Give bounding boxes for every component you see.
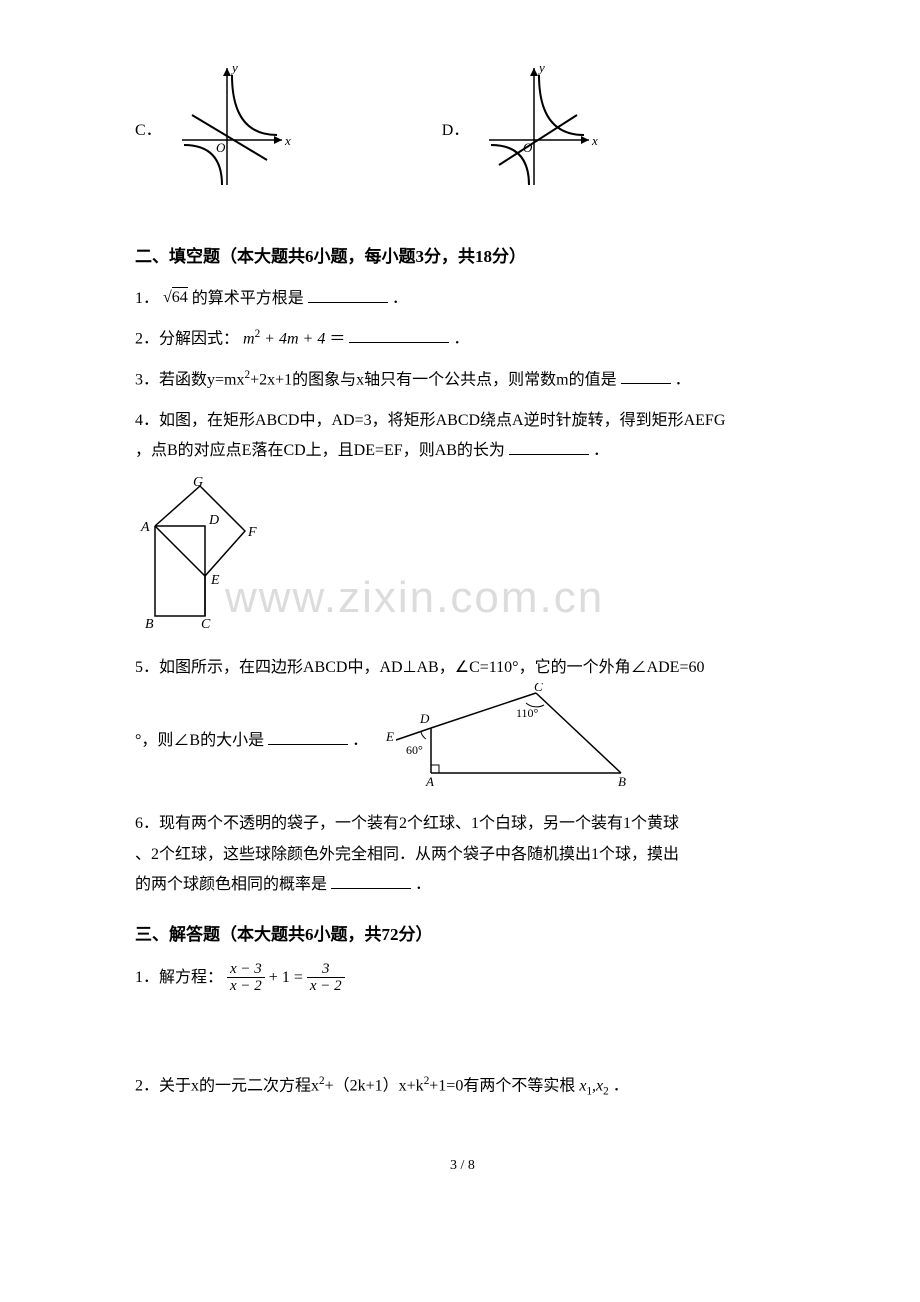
svg-text:D: D bbox=[208, 513, 219, 528]
q2-5-line2: °，则∠B的大小是 bbox=[135, 732, 264, 749]
rect-rotation-figure: G A D F E B C bbox=[135, 476, 280, 631]
svg-text:60°: 60° bbox=[406, 743, 423, 757]
svg-text:E: E bbox=[385, 729, 394, 744]
frac-2: 3 x − 2 bbox=[307, 961, 345, 995]
q2-4-figure: G A D F E B C www.zixin.com.cn bbox=[135, 476, 790, 642]
q3-1-prefix: 1．解方程： bbox=[135, 963, 223, 993]
period: ． bbox=[675, 371, 691, 388]
option-d-label: D． bbox=[442, 116, 470, 146]
q2-6-line3: 的两个球颜色相同的概率是 bbox=[135, 876, 327, 893]
q2-4-line2: ，点B的对应点E落在CD上，且DE=EF，则AB的长为 bbox=[135, 442, 505, 459]
q2-1: 1． √64 的算术平方根是 ． bbox=[135, 284, 790, 314]
svg-text:x: x bbox=[284, 133, 291, 148]
q3-2-tail: +1=0有两个不等实根 bbox=[429, 1077, 579, 1094]
option-c-label: C． bbox=[135, 116, 162, 146]
q2-3-prefix: 3．若函数y=mx bbox=[135, 371, 244, 388]
option-d-graph: x y O bbox=[479, 60, 599, 201]
svg-text:x: x bbox=[591, 133, 598, 148]
watermark: www.zixin.com.cn bbox=[225, 556, 604, 640]
q2-5-line1: 5．如图所示，在四边形ABCD中，AD⊥AB，∠C=110°，它的一个外角∠AD… bbox=[135, 659, 704, 676]
svg-text:D: D bbox=[419, 711, 430, 726]
blank bbox=[509, 439, 589, 455]
period: ． bbox=[613, 1077, 629, 1094]
svg-text:y: y bbox=[537, 60, 545, 75]
q2-1-prefix: 1． bbox=[135, 290, 159, 307]
frac-1: x − 3 x − 2 bbox=[227, 961, 265, 995]
svg-text:B: B bbox=[618, 774, 626, 788]
q2-4-line1: 4．如图，在矩形ABCD中，AD=3，将矩形ABCD绕点A逆时针旋转，得到矩形A… bbox=[135, 412, 725, 429]
q2-6: 6．现有两个不透明的袋子，一个装有2个红球、1个白球，另一个装有1个黄球 、2个… bbox=[135, 809, 790, 900]
q3-2: 2．关于x的一元二次方程x2+（2k+1）x+k2+1=0有两个不等实根 x1,… bbox=[135, 1071, 790, 1103]
q2-5-figure: C 110° D E 60° A B bbox=[376, 683, 636, 799]
svg-text:O: O bbox=[216, 140, 226, 155]
q2-1-sqrt: 64 bbox=[172, 287, 188, 306]
svg-text:110°: 110° bbox=[516, 706, 539, 720]
blank bbox=[308, 287, 388, 303]
option-row: C． x y O D． bbox=[135, 60, 790, 201]
q2-3: 3．若函数y=mx2+2x+1的图象与x轴只有一个公共点，则常数m的值是 ． bbox=[135, 365, 790, 396]
blank bbox=[331, 873, 411, 889]
section-3-heading: 三、解答题（本大题共6小题，共72分） bbox=[135, 919, 790, 951]
svg-text:F: F bbox=[247, 525, 257, 540]
svg-text:C: C bbox=[201, 617, 211, 631]
svg-text:C: C bbox=[534, 683, 543, 694]
option-d: D． x y O bbox=[442, 60, 600, 201]
option-c: C． x y O bbox=[135, 60, 292, 201]
period: ． bbox=[593, 442, 609, 459]
q2-6-line2: 、2个红球，这些球除颜色外完全相同．从两个袋子中各随机摸出1个球，摸出 bbox=[135, 846, 679, 863]
q2-1-text: 的算术平方根是 bbox=[192, 290, 304, 307]
option-c-graph: x y O bbox=[172, 60, 292, 201]
period: ． bbox=[415, 876, 431, 893]
q3-2-mid: +（2k+1）x+k bbox=[325, 1077, 424, 1094]
blank bbox=[268, 729, 348, 745]
q2-5: 5．如图所示，在四边形ABCD中，AD⊥AB，∠C=110°，它的一个外角∠AD… bbox=[135, 653, 790, 800]
period: ． bbox=[453, 330, 469, 347]
q2-4: 4．如图，在矩形ABCD中，AD=3，将矩形ABCD绕点A逆时针旋转，得到矩形A… bbox=[135, 406, 790, 467]
blank bbox=[349, 327, 449, 343]
blank bbox=[621, 368, 671, 384]
q2-2-prefix: 2．分解因式： bbox=[135, 330, 239, 347]
q2-6-line1: 6．现有两个不透明的袋子，一个装有2个红球、1个白球，另一个装有1个黄球 bbox=[135, 815, 679, 832]
svg-text:G: G bbox=[193, 476, 203, 490]
svg-text:A: A bbox=[425, 774, 434, 788]
svg-text:y: y bbox=[230, 60, 238, 75]
section-2-heading: 二、填空题（本大题共6小题，每小题3分，共18分） bbox=[135, 241, 790, 273]
q2-3-mid: +2x+1的图象与x轴只有一个公共点，则常数m的值是 bbox=[250, 371, 617, 388]
svg-text:A: A bbox=[140, 520, 150, 535]
q2-2: 2．分解因式： m2 + 4m + 4 ＝ ． bbox=[135, 324, 790, 355]
svg-text:E: E bbox=[210, 573, 220, 588]
page-content: C． x y O D． bbox=[0, 60, 920, 1179]
q3-2-prefix: 2．关于x的一元二次方程x bbox=[135, 1077, 319, 1094]
q3-1: 1．解方程： x − 3 x − 2 + 1 = 3 x − 2 bbox=[135, 961, 790, 995]
svg-text:B: B bbox=[145, 617, 154, 631]
period: ． bbox=[392, 290, 408, 307]
period: ． bbox=[352, 732, 368, 749]
page-number: 3 / 8 bbox=[135, 1153, 790, 1180]
equals: ＝ bbox=[329, 330, 345, 347]
